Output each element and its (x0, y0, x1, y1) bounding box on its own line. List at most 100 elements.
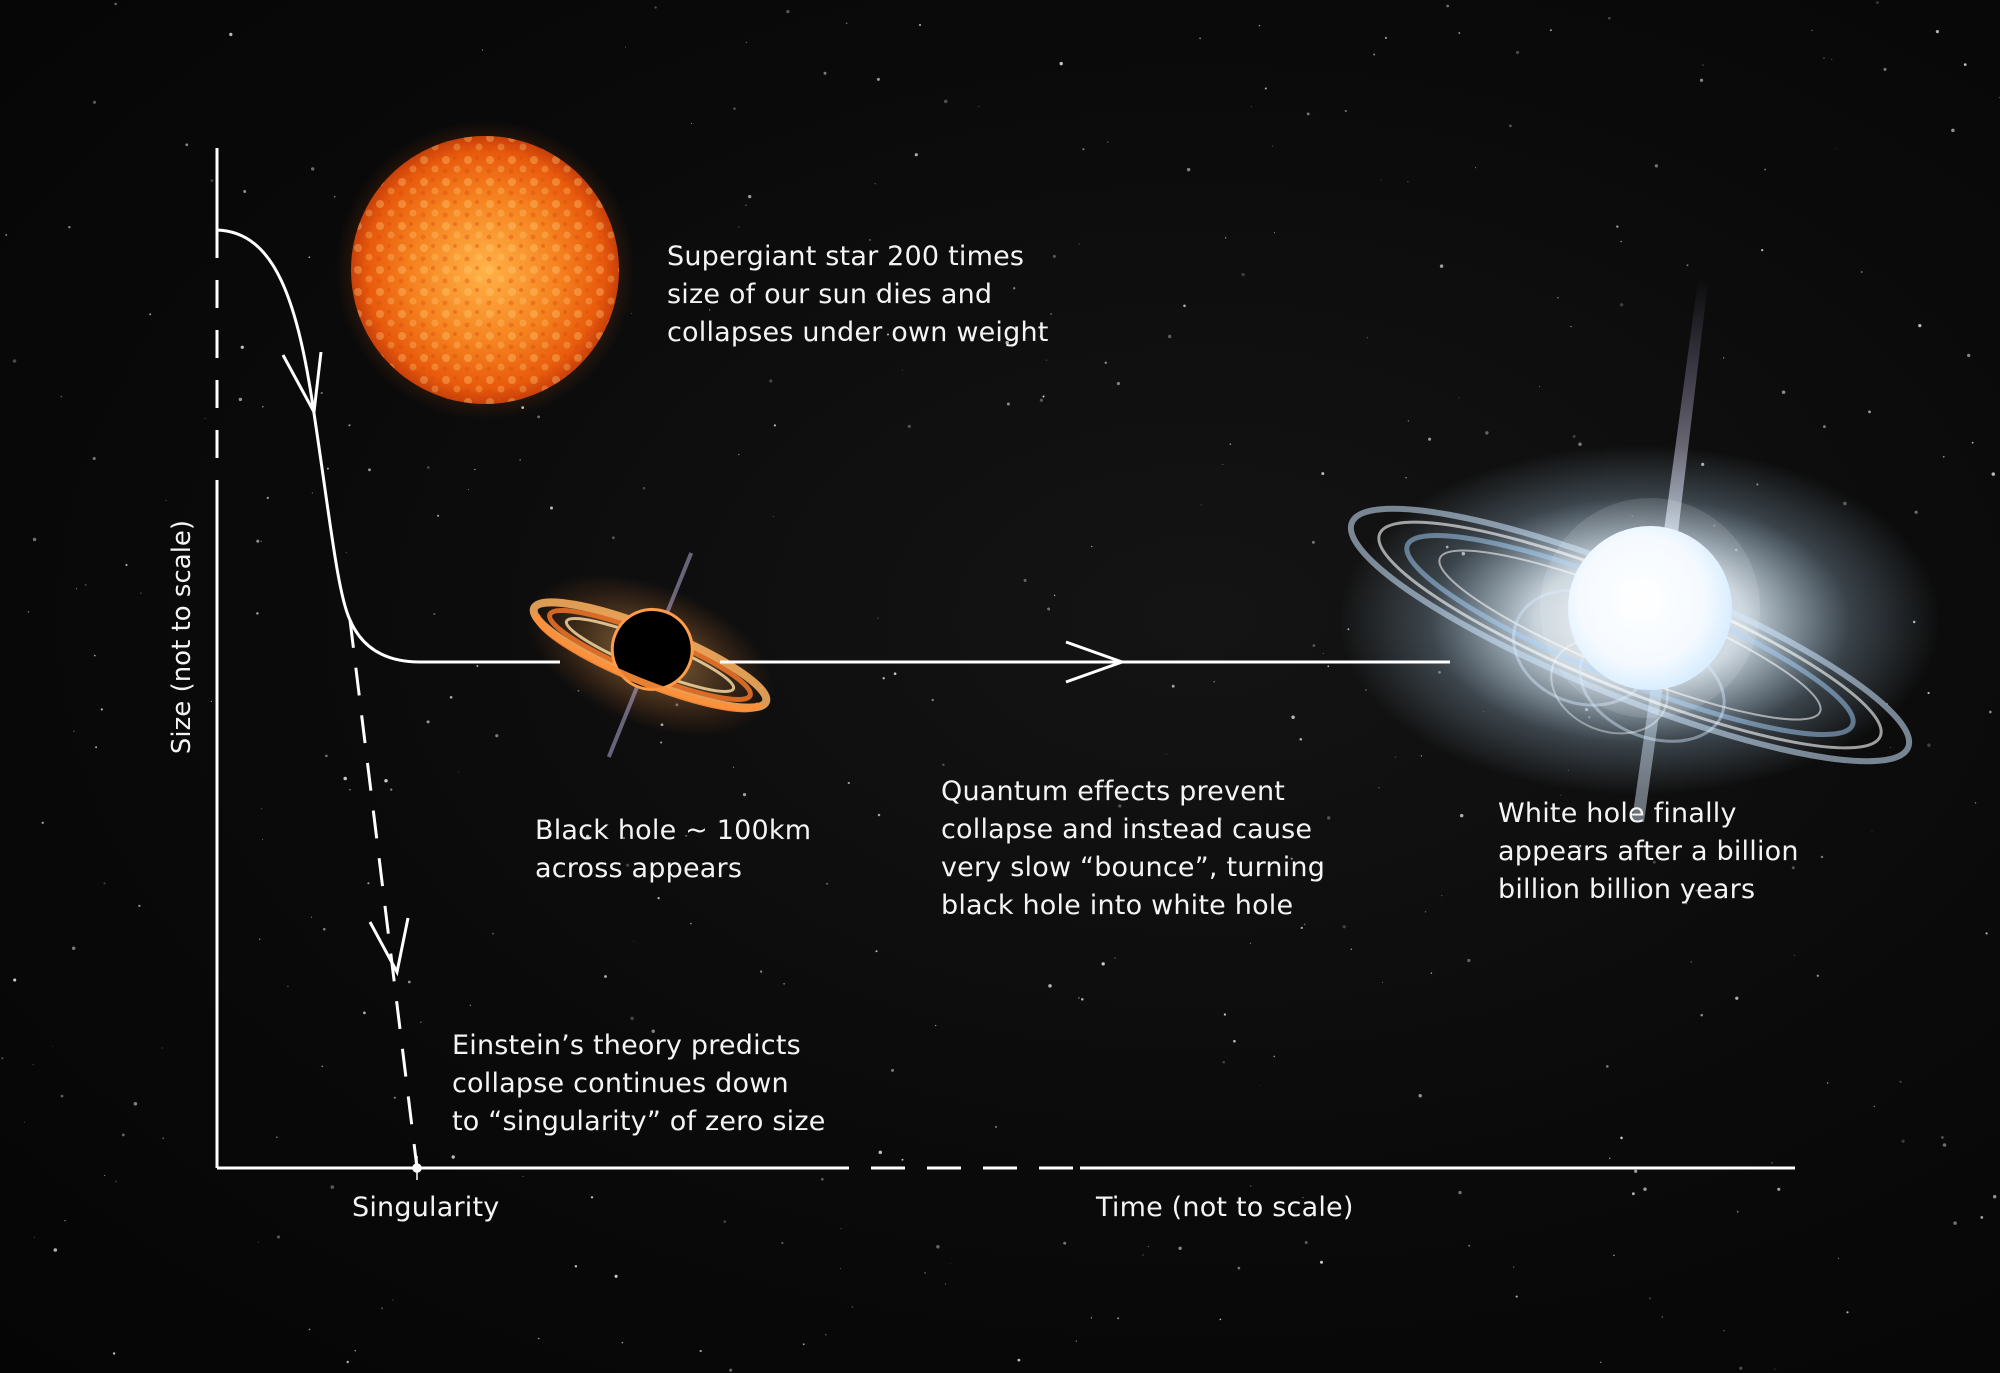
background-star (1823, 57, 1825, 59)
background-star (71, 946, 76, 950)
background-star (1171, 684, 1175, 688)
background-star (238, 397, 243, 402)
background-star (76, 588, 77, 590)
background-star (1241, 272, 1245, 277)
background-star (100, 708, 103, 711)
background-star (1017, 1358, 1021, 1362)
background-star (1178, 1246, 1182, 1250)
background-star (887, 333, 889, 336)
background-star (690, 922, 692, 925)
background-star (1259, 1084, 1261, 1086)
background-star (1516, 50, 1520, 55)
background-star (333, 196, 336, 198)
background-star (1291, 715, 1295, 720)
background-star (590, 1196, 594, 1199)
background-star (1050, 313, 1053, 315)
background-star (243, 190, 247, 193)
background-star (935, 1024, 937, 1027)
background-star (1992, 1194, 1997, 1199)
background-star (345, 551, 348, 554)
background-star (1107, 141, 1109, 143)
background-star (103, 882, 106, 885)
background-star (1081, 998, 1084, 1001)
background-star (738, 453, 740, 456)
background-star (1053, 594, 1056, 597)
background-star (1654, 164, 1659, 168)
background-star (742, 792, 747, 797)
background-star (1700, 1013, 1703, 1017)
background-star (1271, 145, 1274, 147)
background-star (84, 583, 87, 586)
background-star (1311, 540, 1315, 544)
background-star (574, 1265, 578, 1268)
background-star (612, 536, 615, 540)
background-star (433, 612, 436, 616)
background-star (748, 194, 752, 199)
background-star (114, 1180, 117, 1183)
background-star (651, 1029, 655, 1033)
background-star (914, 153, 918, 157)
background-star (1835, 148, 1837, 150)
background-star (1059, 61, 1063, 66)
background-star (1078, 997, 1080, 999)
background-star (1303, 923, 1306, 926)
background-star (672, 327, 676, 330)
background-star (1831, 58, 1833, 60)
background-star (133, 1102, 138, 1106)
background-star (1299, 737, 1303, 741)
background-star (936, 1244, 940, 1249)
axes (215, 148, 1795, 1170)
background-star (1459, 813, 1464, 818)
background-star (1101, 962, 1105, 966)
background-star (343, 776, 347, 781)
background-star (426, 466, 430, 469)
background-star (32, 1064, 34, 1066)
background-star (1883, 67, 1887, 71)
background-star (1967, 353, 1971, 358)
background-star (53, 1248, 58, 1252)
background-star (1661, 1316, 1664, 1318)
background-star (1075, 1340, 1077, 1342)
background-star (1868, 410, 1871, 414)
background-star (1350, 948, 1353, 950)
background-star (783, 983, 785, 985)
background-star (1816, 974, 1819, 977)
background-star (1876, 1, 1879, 4)
singularity-label: Singularity (352, 1192, 500, 1223)
background-star (1274, 232, 1276, 234)
background-star (1927, 743, 1931, 748)
background-star (604, 975, 607, 978)
background-star (368, 468, 371, 472)
background-star (1013, 287, 1016, 290)
background-star (1222, 463, 1224, 465)
background-star (1951, 128, 1955, 133)
background-star (851, 1305, 854, 1308)
background-star (1446, 4, 1450, 8)
background-star (308, 1328, 311, 1331)
background-star (68, 225, 71, 229)
background-star (1509, 124, 1512, 128)
background-star (308, 256, 311, 259)
background-star (824, 1333, 827, 1336)
background-star (185, 143, 189, 147)
background-star (92, 456, 96, 461)
background-star (162, 1137, 165, 1140)
background-star (519, 459, 521, 461)
background-star (1441, 895, 1443, 897)
background-star (1052, 254, 1056, 258)
background-star (924, 1271, 927, 1274)
background-star (390, 788, 393, 791)
background-star (1918, 323, 1922, 328)
background-star (642, 486, 646, 490)
background-star (769, 379, 773, 383)
background-star (1039, 335, 1042, 338)
background-star (840, 1227, 842, 1230)
background-star (1223, 1013, 1227, 1016)
background-star (1405, 476, 1407, 479)
background-star (1861, 271, 1863, 273)
background-star (1736, 1210, 1739, 1213)
background-star (495, 734, 499, 738)
background-star (1264, 87, 1267, 90)
background-star (1600, 1361, 1602, 1363)
background-star (257, 1241, 259, 1243)
